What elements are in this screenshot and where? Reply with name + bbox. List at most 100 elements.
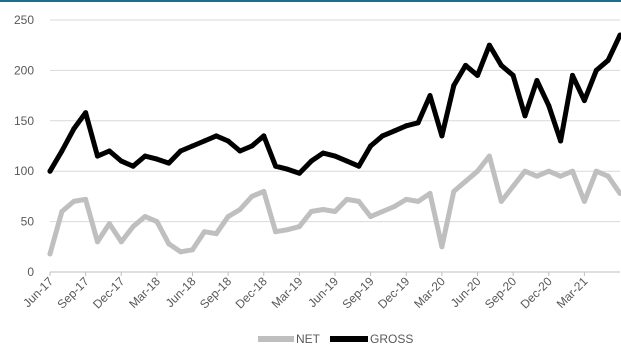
data-point-gross [522,113,528,119]
data-point-net [605,173,611,179]
data-point-gross [391,128,397,134]
data-point-net [237,207,243,212]
data-point-net [166,241,172,247]
data-point-gross [261,133,267,139]
data-point-net [118,239,124,245]
data-point-net [380,209,385,214]
data-point-gross [581,98,587,104]
data-point-net [190,247,195,253]
data-point-gross [605,57,611,63]
data-point-gross [296,170,302,176]
x-tick-label: Mar-20 [411,274,448,311]
y-tick-label: 200 [14,63,34,77]
data-point-gross [83,110,89,116]
x-tick-label: Dec-18 [233,274,270,311]
y-tick-label: 100 [14,164,34,178]
data-point-gross [546,103,552,109]
data-point-net [154,219,160,225]
data-point-gross [249,143,255,149]
data-point-gross [118,158,124,164]
data-point-gross [510,72,516,78]
data-point-gross [142,153,148,159]
data-point-gross [380,133,385,139]
data-point-net [320,207,326,212]
data-point-gross [237,148,243,154]
data-point-net [510,183,516,189]
top-rule [0,0,621,2]
data-point-net [498,198,504,204]
data-point-net [558,173,564,179]
data-point-net [95,239,100,245]
data-point-net [201,229,207,235]
data-point-gross [201,138,207,144]
data-point-gross [308,158,314,164]
data-point-net [391,204,397,209]
x-tick-label: Mar-18 [126,274,163,311]
x-tick-label: Jun-20 [448,274,484,310]
data-point-gross [166,160,172,166]
data-point-gross [617,32,621,38]
data-point-gross [439,133,445,139]
data-point-gross [332,153,338,159]
data-point-net [106,221,112,227]
data-point-net [463,178,469,184]
x-tick-label: Jun-17 [20,274,56,310]
y-tick-label: 0 [27,265,34,279]
data-point-gross [427,93,433,99]
y-tick-label: 150 [14,114,34,128]
x-tick-label: Dec-20 [518,274,555,311]
x-tick-label: Dec-17 [90,274,127,311]
data-point-net [356,198,362,204]
data-point-gross [154,156,160,162]
data-point-gross [451,83,457,88]
data-point-net [332,209,338,214]
data-point-net [261,188,267,194]
data-point-gross [593,67,599,73]
data-point-net [344,196,350,202]
data-point-net [546,168,552,174]
data-point-net [296,224,302,230]
data-point-net [225,214,231,220]
data-point-net [427,190,433,196]
y-tick-label: 250 [14,13,34,27]
data-point-gross [320,150,326,156]
data-point-net [403,196,409,202]
series-line-gross [47,32,621,176]
data-point-net [415,198,421,204]
data-point-net [142,214,148,220]
legend-gross-label: GROSS [370,332,413,346]
data-point-gross [106,148,112,154]
data-point-net [178,249,184,255]
data-point-gross [344,158,350,164]
data-point-net [570,168,575,174]
x-tick-label: Sep-18 [197,274,234,311]
data-point-gross [225,138,231,144]
x-tick-label: Sep-20 [482,274,519,311]
x-tick-label: Sep-17 [54,274,91,311]
data-point-gross [59,148,65,154]
data-point-net [83,196,89,202]
data-point-gross [534,78,540,83]
legend: NET GROSS [258,332,413,346]
x-tick-label: Jun-19 [305,274,341,310]
data-point-net [617,190,621,196]
data-point-gross [47,168,53,174]
data-point-net [249,193,255,199]
data-point-net [581,198,587,204]
data-point-gross [486,42,492,48]
data-point-gross [368,143,374,149]
data-point-gross [178,148,184,154]
data-point-gross [558,138,564,144]
data-point-net [534,173,540,179]
data-point-net [47,251,53,257]
data-point-net [593,168,599,174]
y-tick-label: 50 [21,215,35,229]
data-point-net [285,227,290,233]
x-tick-label: Sep-19 [339,274,376,311]
data-point-gross [95,153,100,159]
x-tick-label: Dec-19 [375,274,412,311]
data-point-gross [285,166,290,172]
data-point-gross [273,163,279,169]
